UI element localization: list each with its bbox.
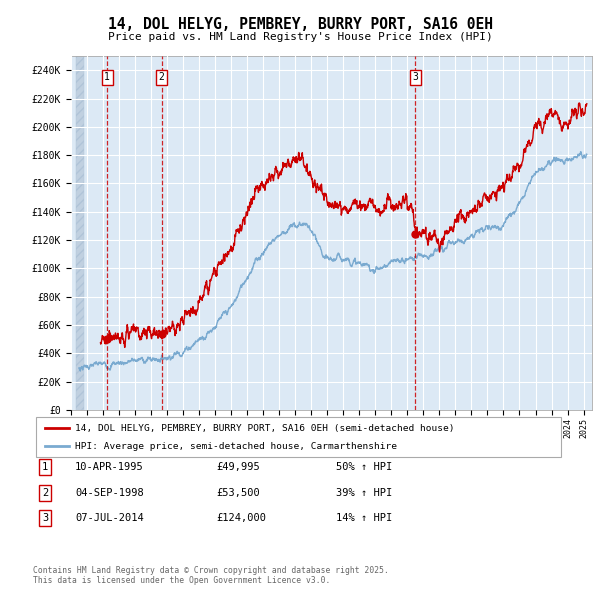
Text: £53,500: £53,500: [216, 488, 260, 497]
Text: 2: 2: [159, 73, 164, 82]
Text: 39% ↑ HPI: 39% ↑ HPI: [336, 488, 392, 497]
Text: HPI: Average price, semi-detached house, Carmarthenshire: HPI: Average price, semi-detached house,…: [75, 441, 397, 451]
Text: 3: 3: [42, 513, 48, 523]
Text: 14, DOL HELYG, PEMBREY, BURRY PORT, SA16 0EH (semi-detached house): 14, DOL HELYG, PEMBREY, BURRY PORT, SA16…: [75, 424, 455, 433]
Text: £49,995: £49,995: [216, 463, 260, 472]
Text: 10-APR-1995: 10-APR-1995: [75, 463, 144, 472]
Text: £124,000: £124,000: [216, 513, 266, 523]
Text: 14% ↑ HPI: 14% ↑ HPI: [336, 513, 392, 523]
Text: 14, DOL HELYG, PEMBREY, BURRY PORT, SA16 0EH: 14, DOL HELYG, PEMBREY, BURRY PORT, SA16…: [107, 17, 493, 31]
Text: 04-SEP-1998: 04-SEP-1998: [75, 488, 144, 497]
Text: 3: 3: [412, 73, 418, 82]
Text: Contains HM Land Registry data © Crown copyright and database right 2025.
This d: Contains HM Land Registry data © Crown c…: [33, 566, 389, 585]
Text: 1: 1: [42, 463, 48, 472]
Text: 2: 2: [42, 488, 48, 497]
Bar: [76, 56, 83, 410]
Text: 50% ↑ HPI: 50% ↑ HPI: [336, 463, 392, 472]
Text: 07-JUL-2014: 07-JUL-2014: [75, 513, 144, 523]
Text: Price paid vs. HM Land Registry's House Price Index (HPI): Price paid vs. HM Land Registry's House …: [107, 32, 493, 42]
Text: 1: 1: [104, 73, 110, 82]
